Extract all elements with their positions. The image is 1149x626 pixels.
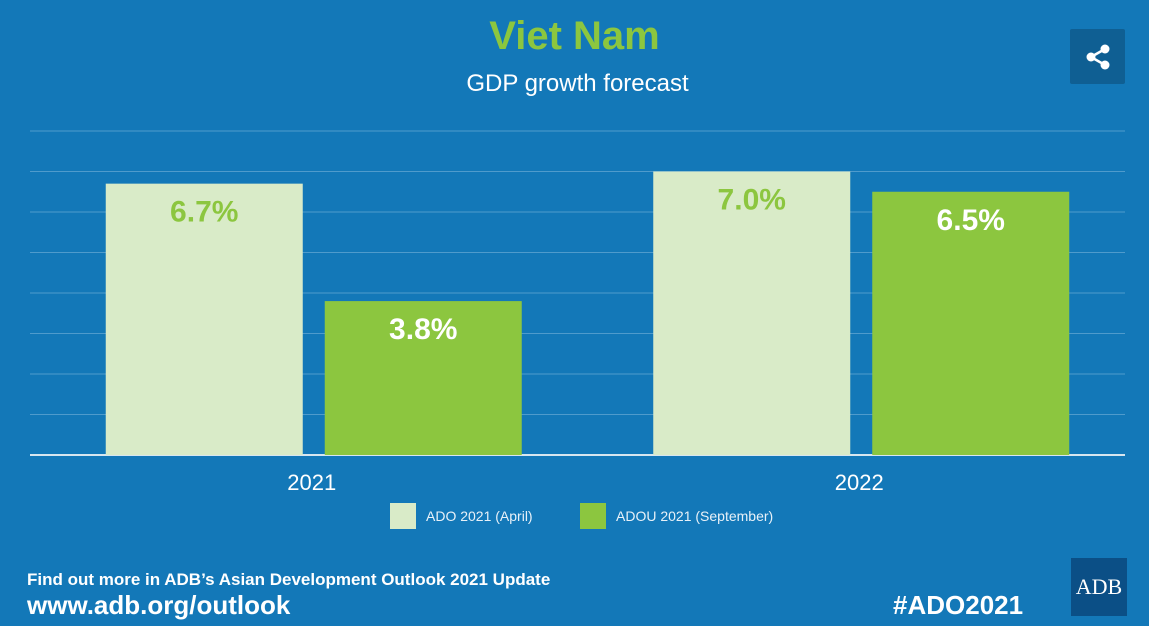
legend-swatch-adou bbox=[580, 503, 606, 529]
legend-label-adou: ADOU 2021 (September) bbox=[616, 508, 774, 524]
hashtag: #ADO2021 bbox=[893, 590, 1024, 620]
chart-title: Viet Nam bbox=[489, 14, 660, 58]
legend-label-ado: ADO 2021 (April) bbox=[426, 508, 533, 524]
x-tick-label-2021: 2021 bbox=[287, 470, 336, 495]
footer-text: Find out more in ADB’s Asian Development… bbox=[27, 570, 551, 589]
footer-link[interactable]: www.adb.org/outlook bbox=[27, 590, 291, 620]
data-label-2021-0: 6.7% bbox=[170, 196, 238, 229]
data-label-2022-1: 6.5% bbox=[937, 204, 1005, 237]
share-button[interactable] bbox=[1070, 29, 1125, 84]
x-tick-label-2022: 2022 bbox=[835, 470, 884, 495]
chart-subtitle: GDP growth forecast bbox=[466, 70, 689, 97]
bar-2021-0 bbox=[105, 183, 303, 455]
legend-item-adou: ADOU 2021 (September) bbox=[580, 503, 773, 529]
share-icon bbox=[1086, 44, 1109, 69]
bar-2022-1 bbox=[872, 191, 1070, 455]
bar-chart: 6.7% 3.8% 2021 7.0% 6.5% 2022 bbox=[30, 130, 1125, 495]
adb-logo: ADB bbox=[1071, 558, 1127, 616]
data-label-2021-1: 3.8% bbox=[389, 313, 457, 346]
legend-item-ado: ADO 2021 (April) bbox=[390, 503, 533, 529]
bar-2022-0 bbox=[653, 171, 851, 455]
legend-swatch-ado bbox=[390, 503, 416, 529]
data-label-2022-0: 7.0% bbox=[718, 184, 786, 217]
bar-2021-1 bbox=[324, 301, 522, 455]
